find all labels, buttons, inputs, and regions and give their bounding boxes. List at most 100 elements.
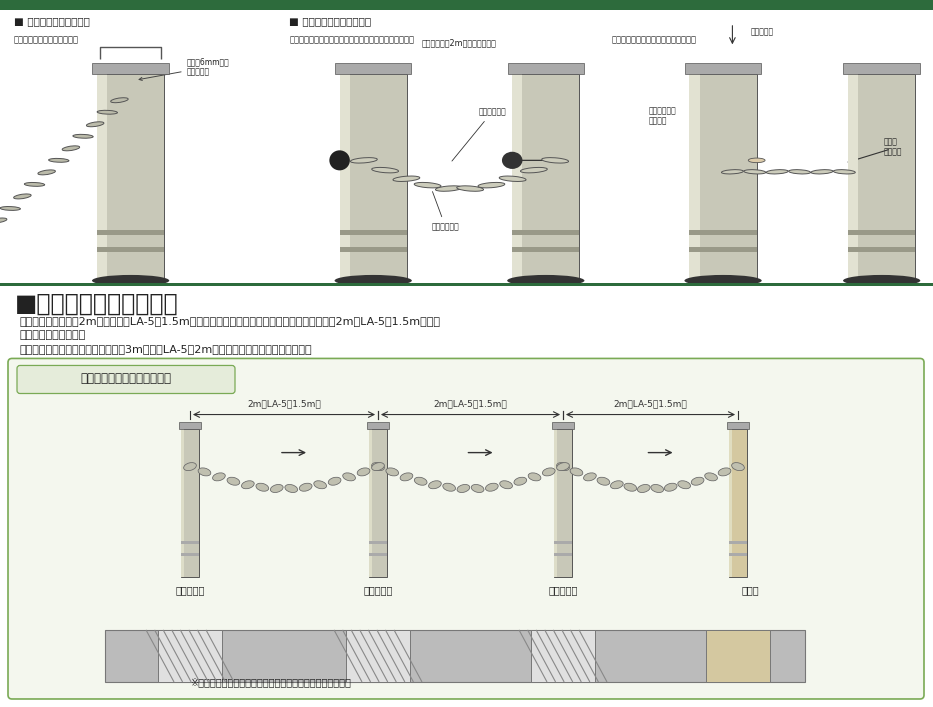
Text: キーを差込み
左へ回す: キーを差込み 左へ回す (648, 106, 676, 125)
Ellipse shape (691, 477, 704, 485)
Bar (531, 630, 595, 682)
Ellipse shape (92, 275, 169, 286)
Ellipse shape (184, 462, 196, 471)
Bar (685, 63, 761, 74)
Ellipse shape (542, 158, 568, 163)
Bar (0, 0, 933, 10)
Ellipse shape (14, 194, 31, 199)
Ellipse shape (87, 122, 104, 127)
Ellipse shape (443, 483, 455, 491)
Ellipse shape (38, 170, 55, 175)
Bar (727, 421, 749, 428)
Ellipse shape (0, 218, 7, 223)
Text: ■クサリ内蔵式について: ■クサリ内蔵式について (15, 291, 178, 315)
Text: クサリ6mmまで
通ります。: クサリ6mmまで 通ります。 (139, 57, 230, 81)
Ellipse shape (677, 481, 690, 489)
Bar (554, 428, 572, 577)
Ellipse shape (502, 152, 522, 169)
Bar (97, 74, 164, 281)
Bar (369, 428, 387, 577)
Bar (512, 247, 579, 252)
Bar (340, 74, 350, 281)
Ellipse shape (73, 134, 93, 138)
Bar (729, 553, 747, 556)
Text: 2m（LA-5は1.5m）: 2m（LA-5は1.5m） (614, 399, 688, 409)
Ellipse shape (328, 477, 341, 485)
Ellipse shape (528, 473, 541, 481)
Ellipse shape (242, 481, 254, 489)
Text: ・セットしたクサリをロックします。: ・セットしたクサリをロックします。 (611, 36, 696, 45)
Text: ■ クサリ内蔵タイプの場合: ■ クサリ内蔵タイプの場合 (289, 16, 371, 25)
Bar (729, 541, 747, 544)
Bar (729, 428, 732, 577)
Bar (181, 553, 199, 556)
Ellipse shape (597, 477, 610, 485)
Bar (181, 428, 199, 577)
Ellipse shape (833, 170, 856, 174)
Ellipse shape (198, 468, 211, 476)
Text: ・クサリ内蔵式には2mのクサリ（LA-5は1.5m）が内蔵されております。ポール間のピッチ芯々2m（LA-5は1.5m）にて: ・クサリ内蔵式には2mのクサリ（LA-5は1.5m）が内蔵されております。ポール… (20, 317, 441, 327)
Ellipse shape (329, 151, 350, 170)
Bar (848, 74, 915, 281)
Ellipse shape (637, 484, 650, 493)
Bar (706, 630, 770, 682)
Bar (554, 428, 557, 577)
Ellipse shape (514, 477, 526, 485)
Text: ■ リフターシリーズ共通: ■ リフターシリーズ共通 (14, 16, 90, 25)
Ellipse shape (414, 477, 427, 485)
Bar (346, 630, 410, 682)
Ellipse shape (49, 158, 69, 163)
Ellipse shape (651, 484, 663, 493)
Bar (369, 541, 387, 544)
Text: ※一連で設置の場合は一本のみエンド用をご使用ください。: ※一連で設置の場合は一本のみエンド用をご使用ください。 (190, 677, 351, 687)
Ellipse shape (457, 484, 469, 493)
Ellipse shape (342, 473, 355, 481)
Text: （芯々ピッチ2m用クサリ内蔵）: （芯々ピッチ2m用クサリ内蔵） (422, 39, 497, 48)
Ellipse shape (414, 182, 441, 188)
Ellipse shape (721, 170, 744, 174)
Bar (97, 74, 107, 281)
Ellipse shape (0, 206, 21, 211)
Ellipse shape (227, 477, 240, 485)
Bar (340, 230, 407, 235)
Bar (0, 283, 933, 286)
Bar (97, 247, 164, 252)
Ellipse shape (521, 168, 548, 173)
Ellipse shape (748, 158, 765, 163)
Ellipse shape (811, 170, 833, 174)
Bar (335, 63, 411, 74)
Text: クサリ内蔵: クサリ内蔵 (175, 585, 204, 595)
Bar (848, 74, 858, 281)
Bar (689, 74, 700, 281)
Bar (369, 428, 372, 577)
Ellipse shape (508, 275, 584, 286)
Ellipse shape (371, 462, 384, 471)
Bar (512, 230, 579, 235)
Text: 銭部に取手が付いています。: 銭部に取手が付いています。 (14, 36, 79, 45)
Bar (512, 74, 522, 281)
Ellipse shape (610, 481, 623, 489)
Ellipse shape (285, 484, 298, 493)
Text: クサリ端金具: クサリ端金具 (452, 107, 506, 161)
Bar (179, 421, 201, 428)
Bar (729, 428, 747, 577)
Ellipse shape (428, 481, 441, 489)
Text: ・施工ピッチが長い場合、全長最大3mまで（LA-5は2mまで）延長することが可能です。: ・施工ピッチが長い場合、全長最大3mまで（LA-5は2mまで）延長することが可能… (20, 344, 313, 354)
Ellipse shape (371, 168, 398, 173)
Ellipse shape (335, 275, 411, 286)
Ellipse shape (557, 462, 569, 471)
Ellipse shape (685, 275, 761, 286)
Ellipse shape (24, 182, 45, 187)
Ellipse shape (500, 481, 512, 489)
Text: エンド: エンド (742, 585, 759, 595)
Bar (508, 63, 584, 74)
Bar (158, 630, 222, 682)
Ellipse shape (557, 462, 569, 471)
Bar (369, 553, 387, 556)
Bar (97, 230, 164, 235)
Ellipse shape (583, 473, 596, 481)
Ellipse shape (485, 483, 498, 491)
Ellipse shape (718, 468, 731, 476)
Bar (848, 230, 915, 235)
Ellipse shape (371, 462, 384, 471)
